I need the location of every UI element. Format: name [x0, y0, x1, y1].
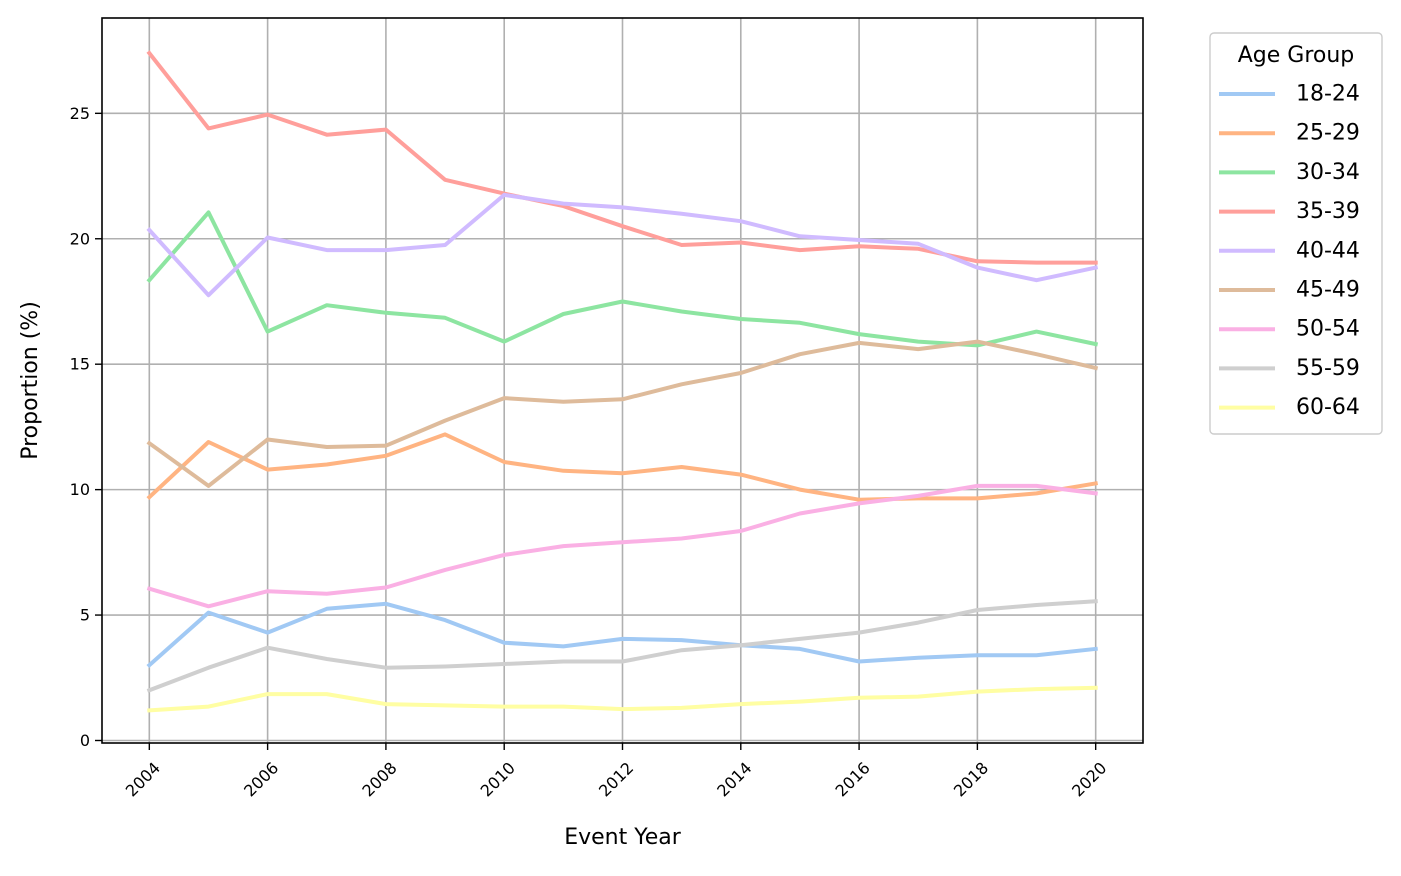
- y-tick-label: 20: [70, 229, 90, 248]
- legend-label: 18-24: [1296, 82, 1360, 107]
- x-tick-label: 2010: [477, 758, 519, 800]
- legend-label: 35-39: [1296, 199, 1360, 224]
- x-tick-label: 2020: [1068, 758, 1110, 800]
- x-tick-label: 2018: [950, 758, 992, 800]
- y-axis-title: Proportion (%): [18, 301, 43, 460]
- legend-label: 60-64: [1296, 395, 1360, 420]
- series-line-50-54: [146, 483, 1098, 609]
- y-tick-label: 15: [70, 355, 90, 374]
- legend-label: 45-49: [1296, 278, 1360, 303]
- y-tick-label: 5: [80, 606, 90, 625]
- legend-title: Age Group: [1238, 43, 1355, 68]
- y-tick-label: 10: [70, 480, 90, 499]
- series-lines: [146, 50, 1099, 713]
- legend-label: 30-34: [1296, 160, 1360, 185]
- legend-label: 40-44: [1296, 238, 1360, 263]
- legend-label: 50-54: [1296, 317, 1360, 342]
- x-tick-label: 2012: [595, 758, 637, 800]
- legend: Age Group 18-24 25-29 30-34 35-39 40-44 45-49…: [1209, 32, 1383, 435]
- y-axis-ticks: 0 5 10 15 20 25: [70, 104, 102, 750]
- series-line-40-44: [146, 192, 1099, 298]
- x-tick-label: 2014: [713, 758, 755, 800]
- x-tick-label: 2006: [240, 758, 282, 800]
- x-tick-label: 2004: [122, 758, 164, 800]
- legend-label: 25-29: [1296, 121, 1360, 146]
- x-axis-title: Event Year: [564, 825, 682, 850]
- legend-items: 18-24 25-29 30-34 35-39 40-44 45-49 50-54 55-59…: [1219, 82, 1360, 420]
- x-tick-label: 2008: [358, 758, 400, 800]
- series-line-55-59: [146, 599, 1098, 693]
- series-line-18-24: [146, 601, 1098, 669]
- x-axis-ticks: 2004 2006 2008 2010 2012 2014 2016 2018 2020: [122, 743, 1110, 801]
- series-line-25-29: [146, 432, 1099, 502]
- series-line-60-64: [147, 685, 1098, 713]
- grid: [102, 18, 1143, 743]
- y-tick-label: 25: [70, 104, 90, 123]
- legend-label: 55-59: [1296, 356, 1360, 381]
- series-line-45-49: [146, 339, 1099, 488]
- series-line-30-34: [146, 210, 1099, 348]
- y-tick-label: 0: [80, 731, 90, 750]
- x-tick-label: 2016: [832, 758, 874, 800]
